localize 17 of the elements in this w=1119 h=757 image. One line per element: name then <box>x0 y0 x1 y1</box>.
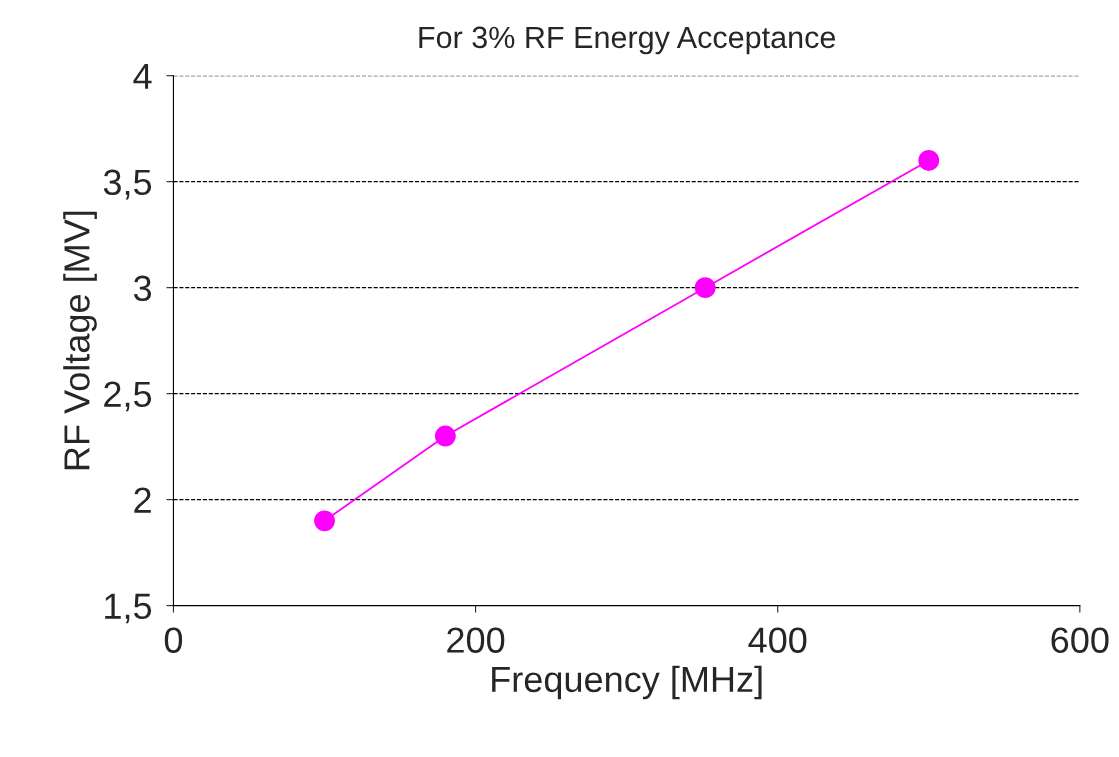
x-axis-title: Frequency [MHz] <box>492 665 762 700</box>
point <box>434 425 456 447</box>
y-axis-title: RF Voltage [MV] <box>63 211 97 470</box>
point <box>918 150 940 171</box>
x-tick-label: 400 <box>748 627 807 653</box>
point <box>314 510 335 532</box>
x-tick-label: 0 <box>164 627 183 653</box>
y-tick-label: 2 <box>134 487 151 513</box>
x-tick-label: 600 <box>1051 627 1109 653</box>
y-tick-label: 2,5 <box>104 381 152 412</box>
y-tick-label: 3 <box>133 275 152 302</box>
y-tick-label: 4 <box>133 63 152 89</box>
y-tick-label: 1,5 <box>105 593 152 624</box>
point <box>694 277 716 299</box>
y-tick-label: 3,5 <box>103 169 152 200</box>
chart-title: For 3% RF Energy Acceptance <box>419 26 836 55</box>
x-tick-label: 200 <box>447 627 505 653</box>
